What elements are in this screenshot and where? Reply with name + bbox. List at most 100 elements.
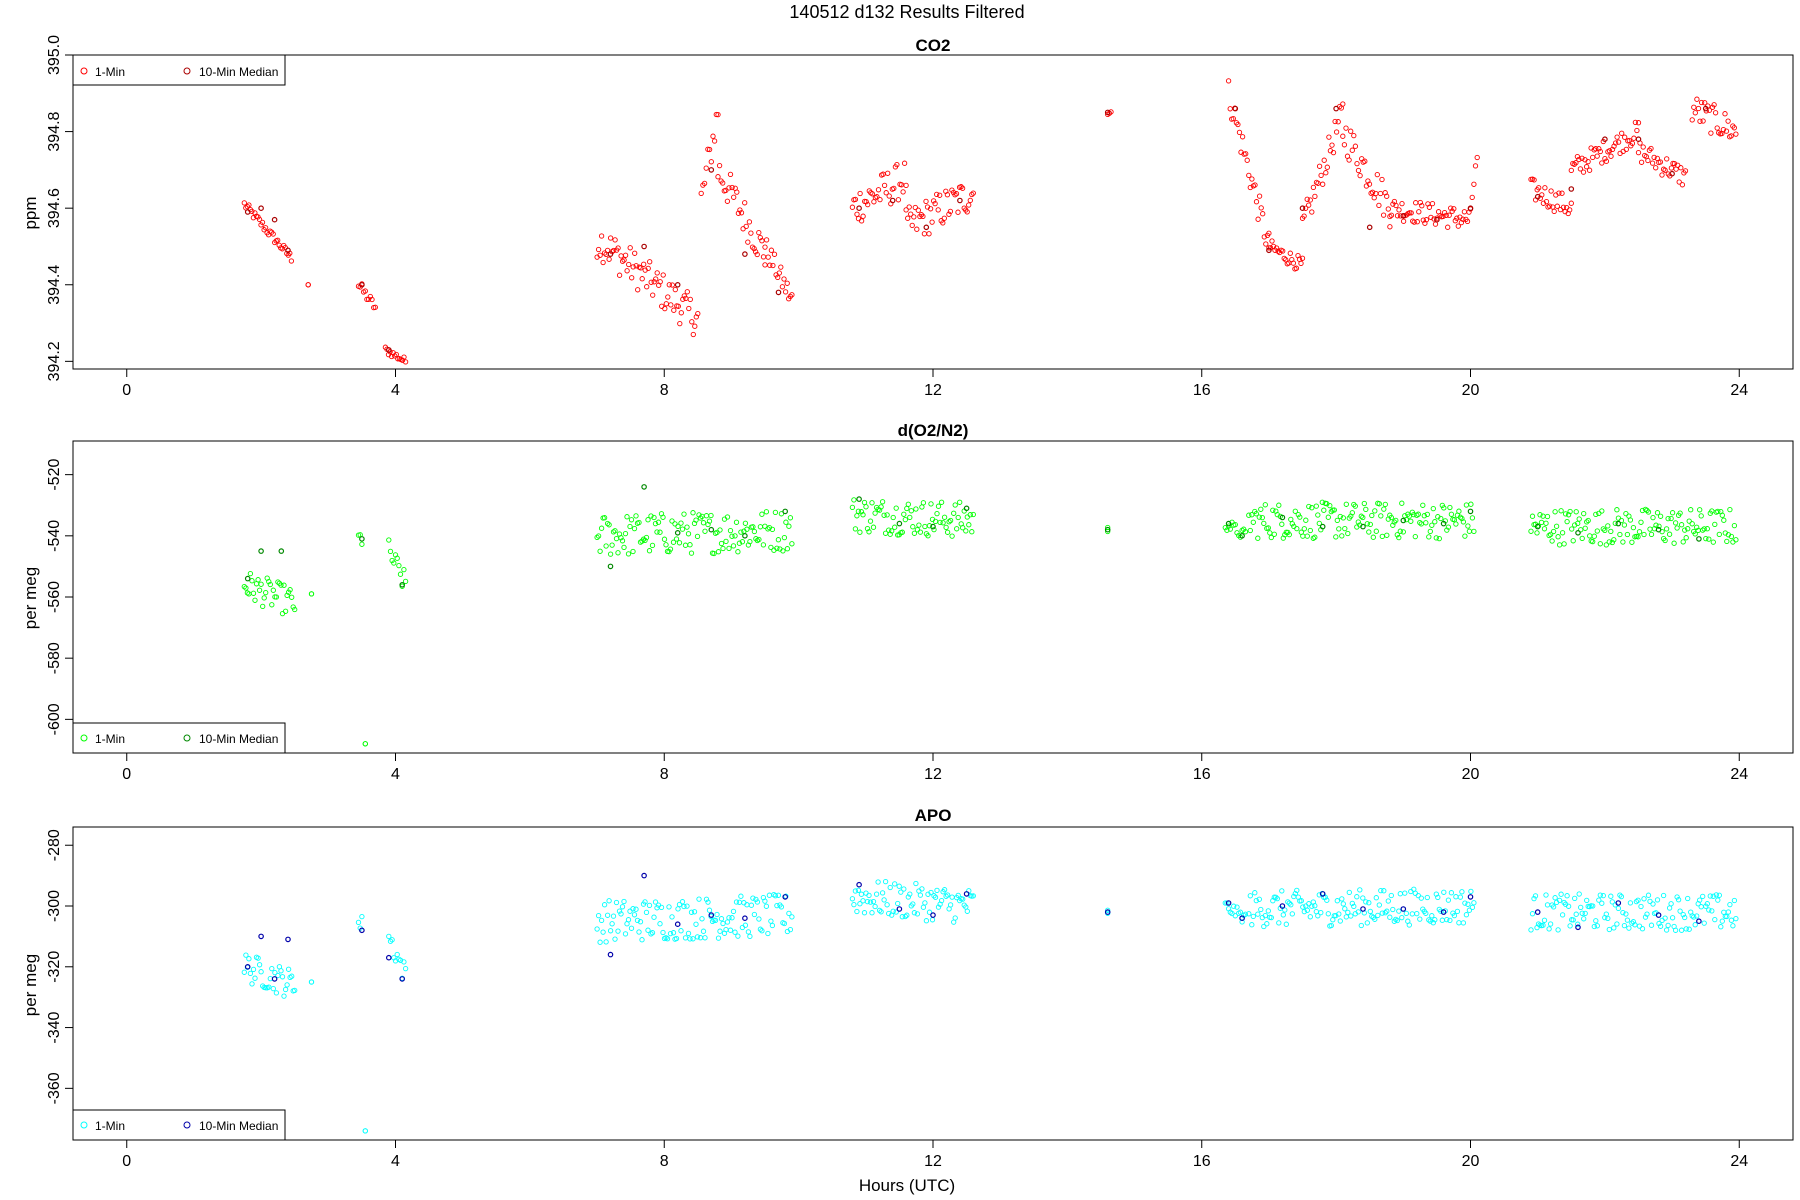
apo-point-1min [1255, 911, 1261, 917]
o2n2-title: d(O2/N2) [898, 421, 969, 440]
o2n2-point-1min [957, 499, 963, 505]
apo-point-1min [781, 920, 788, 927]
o2n2-point-1min [1301, 526, 1307, 532]
o2n2-point-1min [756, 536, 762, 543]
o2n2-point-1min [1259, 514, 1265, 521]
o2n2-point-1min [1712, 521, 1718, 528]
apo-point-1min [1397, 891, 1403, 897]
o2n2-point-median [1440, 520, 1447, 527]
apo-point-1min [1594, 923, 1600, 929]
apo-point-median [1575, 924, 1581, 931]
o2n2-point-1min [1600, 526, 1606, 532]
o2n2-point-1min [1587, 533, 1593, 539]
co2-title: CO2 [916, 36, 951, 55]
co2-point-1min [1676, 179, 1682, 185]
co2-point-1min [1594, 153, 1600, 159]
co2-point-1min [906, 204, 912, 210]
o2n2-point-1min [1456, 508, 1462, 514]
o2n2-point-1min [676, 540, 683, 546]
apo-point-1min [1680, 911, 1686, 918]
o2n2-point-1min [651, 514, 657, 521]
o2n2-point-1min [1369, 512, 1375, 519]
o2n2-point-1min [1698, 513, 1704, 519]
apo-point-1min [1623, 911, 1629, 917]
co2-point-1min [1593, 146, 1599, 152]
o2n2-point-1min [1436, 535, 1442, 542]
o2n2-point-1min [622, 530, 629, 537]
o2n2-point-1min [1585, 517, 1591, 524]
o2n2-point-1min [784, 546, 791, 552]
co2-point-1min [695, 310, 701, 317]
apo-point-median [399, 976, 406, 982]
o2n2-point-1min [1421, 513, 1427, 519]
apo-point-1min [904, 912, 910, 918]
co2-point-1min [1309, 209, 1315, 215]
co2-point-1min [1651, 154, 1657, 161]
o2n2-point-1min [717, 527, 723, 533]
o2n2-point-median [1696, 536, 1702, 542]
apo-point-1min [1682, 914, 1688, 921]
o2n2-point-1min [910, 524, 916, 530]
co2-point-1min [1230, 115, 1236, 122]
apo-point-median [1655, 912, 1662, 918]
apo-point-1min [935, 904, 942, 910]
co2-point-1min [912, 204, 918, 211]
o2n2-ytick-label: -520 [46, 459, 63, 491]
o2n2-xtick-label: 24 [1730, 766, 1748, 783]
co2-point-1min [1299, 255, 1306, 261]
co2-point-1min [883, 190, 889, 196]
o2n2-point-1min [1716, 531, 1722, 538]
co2-point-1min [1393, 202, 1399, 209]
co2-point-1min [1554, 203, 1560, 209]
apo-point-1min [1663, 927, 1670, 933]
co2-point-1min [1252, 182, 1258, 188]
o2n2-point-1min [947, 517, 954, 524]
o2n2-point-1min [702, 528, 708, 534]
o2n2-point-1min [278, 582, 284, 588]
co2-point-1min [1691, 104, 1697, 110]
o2n2-point-1min [598, 525, 605, 531]
o2n2-point-1min [669, 518, 675, 524]
apo-point-1min [1385, 898, 1391, 904]
apo-point-1min [1709, 908, 1715, 914]
co2-point-1min [776, 270, 782, 276]
o2n2-point-1min [876, 507, 883, 513]
apo-point-1min [855, 887, 862, 893]
apo-point-1min [1337, 918, 1343, 924]
o2n2-point-1min [1576, 516, 1582, 522]
o2n2-plot-frame [72, 440, 1794, 754]
co2-point-1min [675, 303, 681, 309]
o2n2-point-1min [1657, 513, 1664, 519]
apo-point-1min [1459, 889, 1465, 895]
o2n2-point-1min [287, 587, 293, 593]
co2-point-1min [1622, 134, 1628, 140]
o2n2-point-1min [970, 511, 976, 518]
co2-point-1min [633, 263, 639, 269]
co2-point-1min [966, 202, 972, 208]
apo-point-1min [1686, 926, 1692, 932]
apo-point-1min [730, 908, 737, 915]
apo-point-1min [1364, 920, 1370, 926]
o2n2-point-1min [1543, 520, 1549, 526]
apo-point-1min [275, 972, 281, 979]
co2-point-1min [288, 258, 295, 264]
o2n2-point-1min [1333, 534, 1339, 540]
co2-point-1min [937, 192, 943, 198]
co2-point-1min [1246, 172, 1252, 179]
co2-point-1min [1349, 147, 1355, 153]
co2-point-1min [1376, 202, 1382, 209]
apo-point-1min [1730, 923, 1736, 929]
o2n2-point-1min [642, 537, 648, 544]
o2n2-point-1min [657, 529, 663, 535]
apo-point-1min [1375, 912, 1381, 919]
apo-point-1min [1733, 915, 1739, 922]
co2-point-1min [706, 146, 713, 153]
o2n2-point-1min [905, 501, 911, 507]
apo-point-1min [1343, 914, 1349, 920]
co2-point-1min [734, 189, 740, 195]
co2-point-1min [660, 272, 666, 278]
apo-point-1min [1635, 897, 1641, 903]
co2-point-1min [1698, 99, 1705, 106]
o2n2-point-1min [1624, 531, 1631, 538]
figure-title: 140512 d132 Results Filtered [789, 2, 1024, 22]
